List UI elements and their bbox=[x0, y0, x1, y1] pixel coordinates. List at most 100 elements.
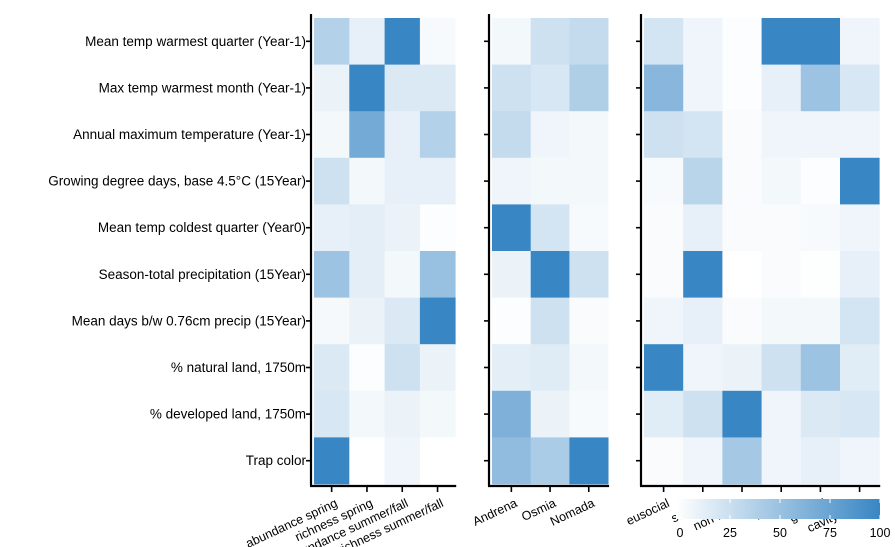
row-labels: Mean temp warmest quarter (Year-1) Max te… bbox=[48, 34, 306, 468]
heatmap-cell bbox=[800, 64, 841, 112]
heatmap-cell bbox=[644, 64, 684, 112]
heatmap-cell bbox=[840, 18, 880, 65]
legend-tick-label: 25 bbox=[723, 526, 737, 540]
heatmap-cell bbox=[683, 344, 723, 392]
heatmap-cell bbox=[644, 437, 684, 485]
heatmap-cell bbox=[314, 344, 350, 392]
heatmap-cell bbox=[492, 111, 532, 159]
row-label: Annual maximum temperature (Year-1) bbox=[73, 127, 306, 142]
heatmap-cell bbox=[349, 18, 385, 65]
legend-tick-label: 100 bbox=[870, 526, 891, 540]
heatmap-cell bbox=[800, 204, 841, 252]
heatmap-cell bbox=[569, 344, 609, 392]
heatmap-cell bbox=[683, 157, 723, 205]
heatmap-cell bbox=[384, 157, 421, 205]
heatmap-cell bbox=[419, 64, 456, 112]
heatmap-cell bbox=[349, 111, 385, 159]
heatmap-cell bbox=[840, 111, 880, 159]
heatmap-cell bbox=[530, 390, 570, 438]
heatmap-cell bbox=[569, 251, 609, 298]
column-label: eusocial bbox=[624, 496, 671, 528]
heatmap-cell bbox=[644, 111, 684, 159]
heatmap-cell bbox=[761, 251, 802, 298]
heatmap-cell bbox=[384, 64, 421, 112]
heatmap-cell bbox=[349, 204, 385, 252]
heatmap-cell bbox=[761, 111, 802, 159]
heatmap-cell bbox=[722, 18, 762, 65]
row-label: Mean temp coldest quarter (Year0) bbox=[98, 220, 306, 235]
heatmap-cell bbox=[384, 18, 421, 65]
heatmap-cell bbox=[800, 18, 841, 65]
heatmap-cell bbox=[419, 204, 456, 252]
heatmap-cell bbox=[530, 297, 570, 345]
heatmap-cell bbox=[384, 111, 421, 159]
heatmap-cell bbox=[492, 251, 532, 298]
heatmap-cell bbox=[644, 18, 684, 65]
heatmap-cell bbox=[722, 111, 762, 159]
heatmap-cell bbox=[683, 297, 723, 345]
heatmap-cell bbox=[314, 251, 350, 298]
heatmap-cell bbox=[384, 390, 421, 438]
heatmap-cell bbox=[722, 344, 762, 392]
heatmap-cell bbox=[314, 18, 350, 65]
legend-tick-label: 75 bbox=[823, 526, 837, 540]
heatmap-cell bbox=[840, 64, 880, 112]
heatmap-cell bbox=[419, 437, 456, 485]
heatmap-cell bbox=[530, 64, 570, 112]
heatmap-cell bbox=[419, 297, 456, 345]
heatmap-cell bbox=[492, 157, 532, 205]
heatmap-cell bbox=[419, 111, 456, 159]
row-label: Growing degree days, base 4.5°C (15Year) bbox=[48, 174, 306, 189]
heatmap-cell bbox=[683, 111, 723, 159]
color-legend: 0 25 50 75 100 bbox=[676, 499, 890, 540]
heatmap-cell bbox=[761, 297, 802, 345]
heatmap-panel-3: eusocialsolitarynon-nativenativegroundca… bbox=[624, 14, 881, 535]
heatmap-cell bbox=[840, 437, 880, 485]
heatmap-cell bbox=[644, 297, 684, 345]
heatmap-cell bbox=[530, 251, 570, 298]
heatmap-cell bbox=[314, 390, 350, 438]
heatmap-cell bbox=[800, 251, 841, 298]
heatmap-cell bbox=[683, 204, 723, 252]
heatmap-cell bbox=[644, 251, 684, 298]
heatmap-cell bbox=[384, 297, 421, 345]
heatmap-cell bbox=[722, 157, 762, 205]
heatmap-cell bbox=[761, 437, 802, 485]
heatmap-cell bbox=[419, 18, 456, 65]
heatmap-cell bbox=[840, 204, 880, 252]
heatmap-cell bbox=[683, 390, 723, 438]
heatmap-cell bbox=[800, 111, 841, 159]
heatmap-cell bbox=[349, 64, 385, 112]
heatmap-cell bbox=[840, 157, 880, 205]
heatmap-cell bbox=[761, 157, 802, 205]
heatmap-cell bbox=[492, 344, 532, 392]
heatmap-cell bbox=[314, 204, 350, 252]
heatmap-cell bbox=[800, 157, 841, 205]
heatmap-cell bbox=[492, 18, 532, 65]
heatmap-cell bbox=[800, 390, 841, 438]
heatmap-cell bbox=[722, 390, 762, 438]
heatmap-cell bbox=[384, 204, 421, 252]
heatmap-cell bbox=[644, 390, 684, 438]
heatmap-cell bbox=[492, 437, 532, 485]
heatmap-cell bbox=[314, 157, 350, 205]
legend-tick-label: 50 bbox=[773, 526, 787, 540]
row-label: Max temp warmest month (Year-1) bbox=[99, 80, 306, 95]
row-label: % developed land, 1750m bbox=[150, 407, 306, 422]
heatmap-cell bbox=[569, 157, 609, 205]
heatmap-cell bbox=[530, 157, 570, 205]
row-label: Season-total precipitation (15Year) bbox=[99, 267, 306, 282]
heatmap-cell bbox=[761, 204, 802, 252]
heatmap-cell bbox=[419, 157, 456, 205]
heatmap-cell bbox=[722, 297, 762, 345]
heatmap-cell bbox=[419, 344, 456, 392]
heatmap-cell bbox=[722, 437, 762, 485]
heatmap-cell bbox=[530, 437, 570, 485]
heatmap-cell bbox=[569, 437, 609, 485]
heatmap-cell bbox=[683, 251, 723, 298]
heatmap-cell bbox=[349, 251, 385, 298]
heatmap-cell bbox=[569, 390, 609, 438]
heatmap-cell bbox=[722, 64, 762, 112]
heatmap-cell bbox=[683, 64, 723, 112]
